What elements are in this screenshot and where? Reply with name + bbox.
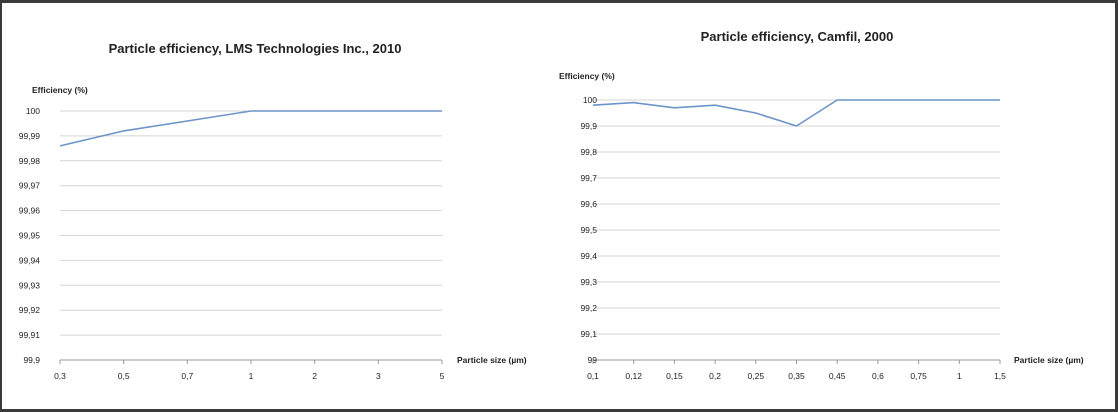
chart-2-x-tick-label: 0,75 bbox=[910, 371, 927, 381]
chart-2-series-line bbox=[592, 99, 1000, 127]
chart-2-x-tick-label: 0,12 bbox=[625, 371, 642, 381]
chart-1-y-tick-label: 99,91 bbox=[19, 330, 41, 340]
chart-2-y-axis-label: Efficiency (%) bbox=[559, 71, 615, 81]
chart-1-y-tick-label: 99,98 bbox=[19, 156, 41, 166]
chart-1-y-tick-label: 100 bbox=[26, 106, 40, 116]
chart-1-title: Particle efficiency, LMS Technologies In… bbox=[109, 41, 402, 56]
chart-2-x-tick-label: 0,25 bbox=[748, 371, 765, 381]
chart-2-x-tick-label: 0,2 bbox=[709, 371, 721, 381]
chart-1-x-tick-label: 3 bbox=[376, 371, 381, 381]
chart-1-y-tick-label: 99,95 bbox=[19, 231, 41, 241]
chart-2-x-axis-label: Particle size (µm) bbox=[1014, 355, 1084, 365]
chart-1-y-tick-label: 99,92 bbox=[19, 305, 41, 315]
chart-1-x-tick-label: 1 bbox=[249, 371, 254, 381]
chart-2-x-tick-label: 0,15 bbox=[666, 371, 683, 381]
charts-canvas: Particle efficiency, LMS Technologies In… bbox=[19, 29, 1084, 381]
chart-1-x-tick-label: 2 bbox=[312, 371, 317, 381]
chart-1-y-tick-label: 99,96 bbox=[19, 206, 41, 216]
chart-1-x-axis-label: Particle size (µm) bbox=[457, 355, 527, 365]
chart-2-y-tick-label: 99,1 bbox=[580, 329, 597, 339]
chart-1-y-tick-label: 99,93 bbox=[19, 280, 41, 290]
chart-1-x-tick-label: 5 bbox=[440, 371, 445, 381]
chart-2-x-tick-label: 0,6 bbox=[872, 371, 884, 381]
chart-2-x-tick-label: 0,45 bbox=[829, 371, 846, 381]
chart-2-y-tick-label: 99,7 bbox=[580, 173, 597, 183]
chart-1-y-tick-label: 99,97 bbox=[19, 181, 41, 191]
chart-2-x-tick-label: 1,5 bbox=[994, 371, 1006, 381]
chart-1-x-tick-label: 0,5 bbox=[118, 371, 130, 381]
chart-1-y-tick-label: 99,94 bbox=[19, 255, 41, 265]
chart-2-x-tick-label: 0,1 bbox=[587, 371, 599, 381]
chart-1-y-tick-label: 99,99 bbox=[19, 131, 41, 141]
chart-1-x-tick-label: 0,3 bbox=[54, 371, 66, 381]
chart-2-y-tick-label: 99,2 bbox=[580, 303, 597, 313]
chart-2-x-tick-label: 1 bbox=[957, 371, 962, 381]
charts-panel: Particle efficiency, LMS Technologies In… bbox=[2, 3, 1115, 409]
chart-1-y-tick-label: 99,9 bbox=[23, 355, 40, 365]
chart-1-y-axis-label: Efficiency (%) bbox=[32, 85, 88, 95]
chart-2-title: Particle efficiency, Camfil, 2000 bbox=[701, 29, 894, 44]
chart-2-y-tick-label: 99,3 bbox=[580, 277, 597, 287]
chart-2-y-tick-label: 99,6 bbox=[580, 199, 597, 209]
chart-2-y-tick-label: 100 bbox=[583, 95, 597, 105]
chart-2-y-tick-label: 99 bbox=[588, 355, 598, 365]
chart-1-series-line bbox=[59, 110, 442, 147]
chart-2-y-tick-label: 99,9 bbox=[580, 121, 597, 131]
chart-1-x-tick-label: 0,7 bbox=[181, 371, 193, 381]
chart-2-y-tick-label: 99,8 bbox=[580, 147, 597, 157]
chart-2-x-tick-label: 0,35 bbox=[788, 371, 805, 381]
chart-2-y-tick-label: 99,5 bbox=[580, 225, 597, 235]
chart-2-y-tick-label: 99,4 bbox=[580, 251, 597, 261]
